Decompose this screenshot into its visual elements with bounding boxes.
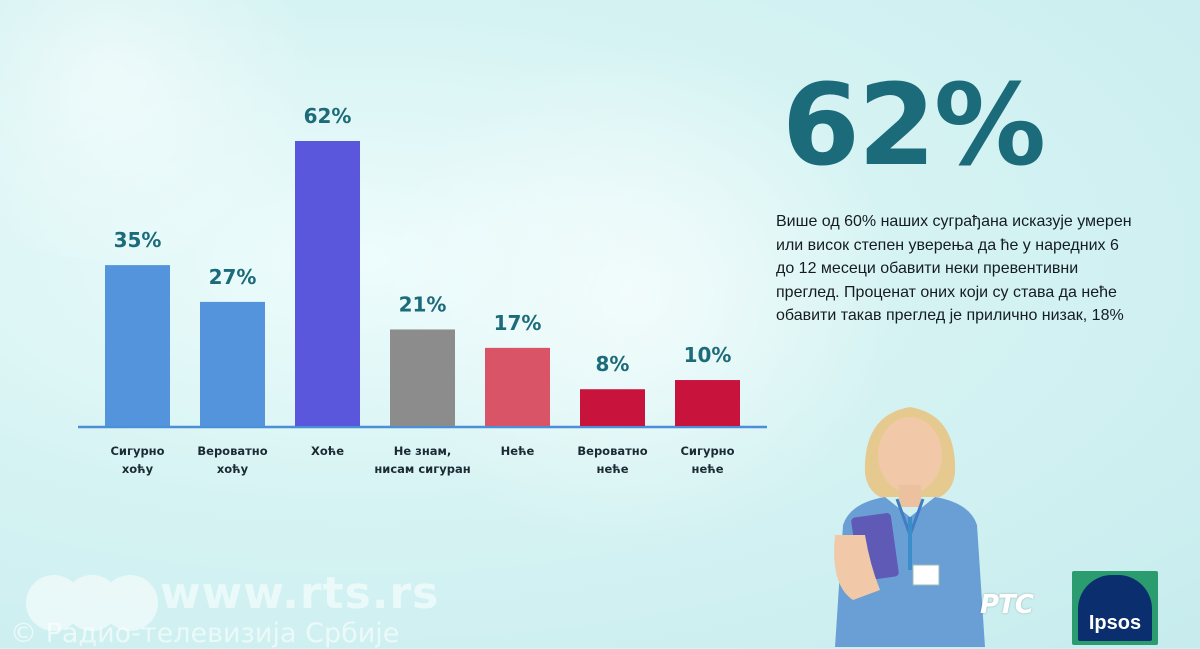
ipsos-logo: Ipsos [1072,571,1158,645]
watermark-url: www.rts.rs [160,568,440,619]
category-label: Сигурно [680,444,734,458]
category-label: Сигурно [110,444,164,458]
bar [295,141,360,426]
bar [675,380,740,426]
category-label: Вероватно [577,444,647,458]
category-label: хоћу [217,462,249,476]
category-label: неће [597,462,629,476]
category-label: Не знам, [394,444,452,458]
bar [485,347,550,426]
ipsos-logo-text: Ipsos [1088,612,1142,634]
category-label: неће [692,462,724,476]
rts-watermark-logo [26,575,158,631]
bar-value-label: 27% [209,265,257,289]
bar-value-label: 10% [684,343,732,367]
bar-value-label: 21% [399,292,447,316]
rts-logo: РТС [980,590,1034,620]
bar-chart: 35% Сигурно хоћу 27% Вероватно хоћу 62% Хоће 21%… [78,104,767,476]
bar [200,301,265,426]
category-label: нисам сигуран [374,462,470,476]
description-text: Више од 60% наших суграђана исказује уме… [776,213,1132,324]
bar [105,265,170,426]
bar-value-label: 8% [596,352,630,376]
category-label: Неће [501,444,535,458]
bar-value-label: 62% [304,104,352,128]
bar-value-label: 17% [494,311,542,335]
watermark-copyright: © Радио-телевизија Србије [10,618,400,649]
bar [390,329,455,426]
bar-value-label: 35% [114,228,162,252]
category-label: Вероватно [197,444,267,458]
bar [580,389,645,426]
category-label: Хоће [311,444,344,458]
headline-percentage: 62% [782,61,1046,191]
category-label: хоћу [122,462,154,476]
nurse-photo [834,407,985,647]
